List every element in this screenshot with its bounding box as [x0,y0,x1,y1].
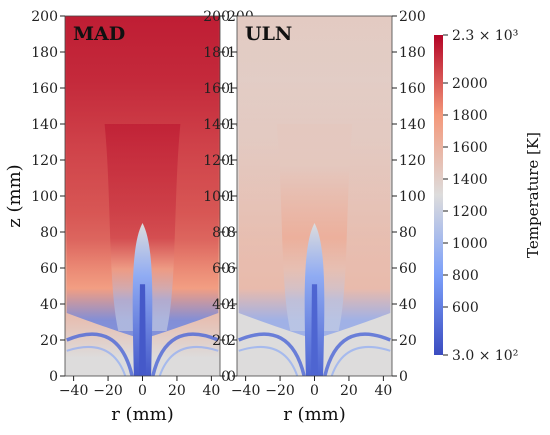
y-tick-label: 80 [212,225,230,241]
colorbar-tick-label: 800 [452,268,479,284]
jet-centerline [311,284,318,376]
y-tick-label: 200 [31,9,58,25]
jet-centerline [139,284,146,376]
x-axis-title: r (mm) [283,404,346,425]
colorbar-tick-label: 600 [452,300,479,316]
y-tick-label: 200 [203,9,230,25]
colorbar-title: Temperature [K] [524,132,542,258]
colorbar-tick-label: 2000 [452,76,488,92]
x-axis-title: r (mm) [111,404,174,425]
y-tick-label: 180 [203,45,230,61]
x-tick-label: 0 [138,383,147,399]
y-tick-label-right: 200 [399,9,426,25]
y-tick-label-right: 120 [399,153,426,169]
temperature-field [65,16,220,376]
y-tick-label: 120 [203,153,230,169]
y-tick-label: 80 [40,225,58,241]
y-tick-label-right: 100 [399,189,426,205]
colorbar: 600 800 1000 1200 1400 1600 1800 2000 2.3 × 10³ 3… [434,28,542,364]
colorbar-max-label: 2.3 × 10³ [452,28,518,44]
panels-group: MAD−40−200204000202040406060808010010012… [4,9,426,425]
left-base-arc [66,332,134,376]
y-tick-label-right: 180 [399,45,426,61]
y-tick-label: 180 [31,45,58,61]
y-tick-label: 100 [31,189,58,205]
y-tick-label-right: 40 [399,297,417,313]
right-base-arc [151,332,219,376]
y-tick-label-right: 160 [399,81,426,97]
y-tick-label: 60 [40,261,58,277]
x-tick-label: 40 [374,383,392,399]
colorbar-tick-label: 1200 [452,204,488,220]
colorbar-tick-label: 1400 [452,172,488,188]
x-tick-label: −40 [231,383,261,399]
panel-label: ULN [245,23,292,45]
x-tick-label: −20 [265,383,295,399]
y-tick-label: 60 [212,261,230,277]
right-base-arc-inner [330,346,391,376]
y-tick-label: 20 [212,333,230,349]
x-tick-label: 40 [202,383,220,399]
x-tick-label: 0 [310,383,319,399]
y-tick-label: 20 [40,333,58,349]
y-tick-label-right: 20 [399,333,417,349]
colorbar-ramp [434,35,443,355]
y-tick-label-right: 80 [399,225,417,241]
x-tick-label: 20 [168,383,186,399]
y-tick-label: 140 [31,117,58,133]
colorbar-tick-label: 1600 [452,140,488,156]
left-base-arc-inner [66,346,127,376]
right-base-arc [323,332,391,376]
temperature-field [237,16,392,376]
right-base-arc-inner [158,346,219,376]
x-tick-label: −40 [59,383,89,399]
colorbar-min-label: 3.0 × 10² [452,348,518,364]
colorbar-tick-label: 1000 [452,236,488,252]
panel-mad: MAD−40−200204000202040406060808010010012… [4,9,254,425]
y-tick-label-right: 0 [227,369,236,385]
left-base-arc-inner [238,346,299,376]
panel-label: MAD [73,23,125,45]
y-tick-label: 160 [31,81,58,97]
y-tick-label: 40 [40,297,58,313]
y-tick-label-right: 140 [399,117,426,133]
left-base-arc [238,332,306,376]
colorbar-tick-label: 1800 [452,108,488,124]
y-tick-label: 140 [203,117,230,133]
y-tick-label: 120 [31,153,58,169]
y-tick-label: 160 [203,81,230,97]
y-tick-label-right: 60 [399,261,417,277]
x-tick-label: 20 [340,383,358,399]
y-tick-label: 100 [203,189,230,205]
y-tick-label-right: 0 [399,369,408,385]
y-tick-label: 40 [212,297,230,313]
y-axis-title: z (mm) [4,164,25,227]
y-tick-label: 0 [221,369,230,385]
x-tick-label: −20 [93,383,123,399]
y-tick-label: 0 [49,369,58,385]
